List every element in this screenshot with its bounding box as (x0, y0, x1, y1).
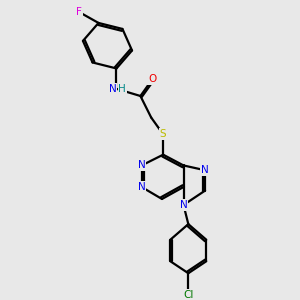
Text: N: N (201, 165, 209, 175)
Text: N: N (109, 84, 116, 94)
Text: O: O (148, 74, 157, 84)
Text: N: N (180, 200, 188, 210)
Text: H: H (118, 84, 126, 94)
Text: S: S (160, 129, 166, 139)
Text: N: N (138, 160, 146, 170)
Text: Cl: Cl (183, 290, 194, 300)
Text: N: N (138, 182, 146, 192)
Text: F: F (76, 7, 82, 17)
